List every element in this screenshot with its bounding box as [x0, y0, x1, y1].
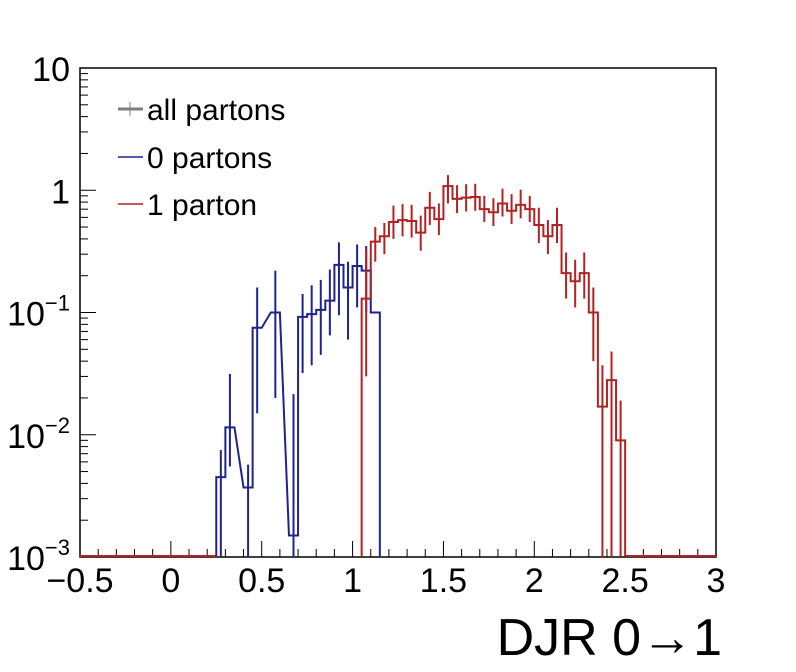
- x-tick-label: 1: [343, 562, 362, 600]
- x-tick-label: 0: [161, 562, 180, 600]
- legend: all partons 0 partons 1 parton: [118, 94, 285, 222]
- axis-ticks: −0.5 0 0.5 1 1.5 2 2.5 3 10 1 10−1 10−2 10−3: [7, 51, 725, 600]
- histogram-step: [360, 185, 627, 556]
- y-tick-label: 10: [32, 51, 70, 89]
- x-tick-label: 2: [525, 562, 544, 600]
- legend-label-all-partons: all partons: [147, 94, 285, 127]
- y-tick-label: 10−1: [7, 291, 70, 334]
- series-1-parton: [360, 175, 627, 557]
- series-0-partons: [215, 242, 381, 557]
- y-tick-label: 1: [51, 173, 70, 211]
- y-tick-label: 10−3: [7, 535, 70, 578]
- legend-label-0-partons: 0 partons: [147, 142, 272, 175]
- x-tick-label: 2.5: [602, 562, 649, 600]
- x-axis-title: DJR 0→1: [497, 609, 722, 667]
- histogram-series: [80, 175, 716, 557]
- x-tick-label: 3: [707, 562, 726, 600]
- histogram-step: [215, 263, 381, 556]
- x-tick-label: 0.5: [238, 562, 285, 600]
- y-tick-label: 10−2: [7, 413, 70, 456]
- legend-label-1-parton: 1 parton: [147, 189, 257, 222]
- x-tick-label: 1.5: [420, 562, 467, 600]
- x-tick-label: −0.5: [46, 562, 113, 600]
